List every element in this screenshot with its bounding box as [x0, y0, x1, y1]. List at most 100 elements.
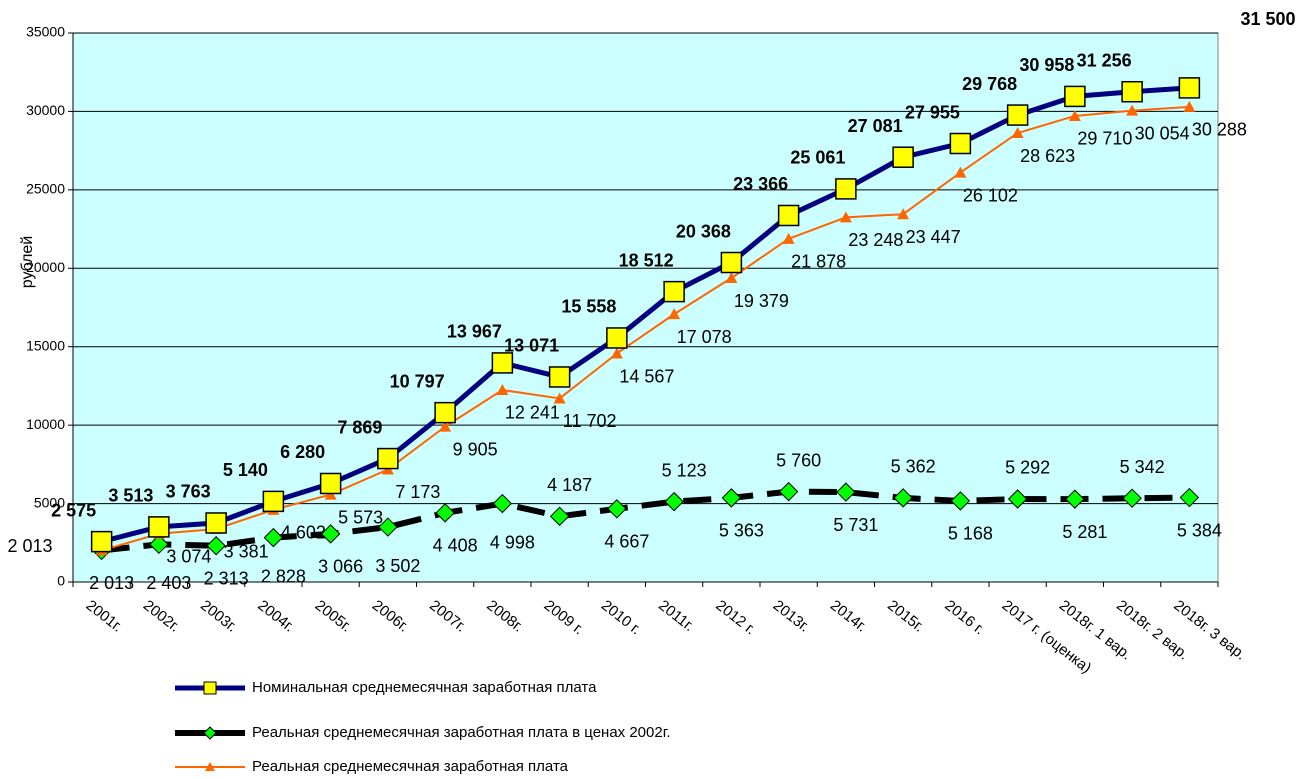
data-label: 6 280: [280, 442, 325, 462]
data-label: 3 074: [166, 547, 211, 567]
data-label: 13 071: [504, 336, 559, 356]
x-tick-label: 2013г.: [770, 597, 813, 636]
marker: [839, 211, 852, 223]
marker: [320, 524, 341, 544]
legend-label: Номинальная среднемесячная заработная пл…: [252, 679, 597, 696]
marker: [1011, 127, 1024, 139]
data-label: 2 013: [89, 573, 134, 593]
data-label: 5 168: [948, 524, 993, 544]
data-label: 29 768: [962, 74, 1017, 94]
marker: [892, 146, 914, 168]
data-label: 5 342: [1120, 457, 1165, 477]
data-label: 5 140: [223, 460, 268, 480]
y-tick-label: 10000: [26, 416, 65, 432]
x-tick-label: 2002г.: [140, 597, 183, 636]
data-label: 14 567: [619, 366, 674, 386]
data-label: 20 368: [676, 221, 731, 241]
data-label: 18 512: [619, 250, 674, 270]
data-label: 26 102: [963, 185, 1018, 205]
marker: [548, 366, 571, 388]
legend-marker: [205, 762, 215, 771]
marker: [496, 383, 509, 395]
x-tick-label: 2005г.: [312, 597, 355, 636]
data-label: 5 292: [1005, 458, 1050, 478]
marker: [606, 327, 628, 349]
legend-marker: [203, 681, 217, 695]
marker: [1007, 489, 1028, 509]
marker: [778, 481, 799, 502]
data-label: 12 241: [505, 403, 560, 423]
data-label: 5 731: [833, 515, 878, 535]
x-tick-label: 2015г.: [884, 597, 927, 636]
x-tick-label: 2009 г.: [541, 597, 587, 638]
y-axis-label: рублей: [19, 236, 36, 289]
data-label: 27 081: [848, 116, 903, 136]
marker: [950, 491, 971, 511]
x-tick-label: 2008г.: [483, 597, 526, 636]
marker: [377, 447, 399, 470]
data-label: 2 403: [146, 573, 191, 593]
data-label: 4 602: [281, 523, 326, 543]
data-label: 30 958: [1019, 55, 1074, 75]
marker: [668, 308, 681, 320]
data-label: 25 061: [790, 148, 845, 168]
legend-marker: [205, 762, 215, 771]
marker: [835, 178, 857, 200]
marker: [553, 392, 566, 404]
data-label: 2 575: [51, 500, 96, 520]
data-label: 7 869: [337, 417, 382, 437]
data-label: 3 381: [224, 542, 269, 562]
data-label: 30 288: [1192, 120, 1247, 140]
x-tick-label: 2016 г.: [941, 597, 987, 638]
data-label: 28 623: [1020, 146, 1075, 166]
marker: [1064, 85, 1086, 108]
marker: [1065, 489, 1085, 509]
data-label: 23 248: [848, 230, 903, 250]
marker: [434, 401, 456, 424]
data-label: 10 797: [390, 371, 445, 391]
marker: [663, 280, 685, 303]
data-label: 5 281: [1062, 522, 1107, 542]
x-tick-label: 2006г.: [369, 597, 412, 636]
marker: [1006, 104, 1029, 126]
y-tick-label: 35000: [26, 24, 65, 40]
data-label: 4 998: [490, 532, 535, 552]
data-label: 15 558: [561, 297, 616, 317]
marker: [610, 347, 623, 359]
data-label: 23 366: [733, 174, 788, 194]
data-label: 11 702: [563, 411, 617, 431]
marker: [720, 251, 743, 274]
legend-marker: [203, 726, 217, 740]
marker: [1178, 77, 1201, 99]
marker: [721, 488, 742, 508]
data-label: 30 054: [1135, 123, 1190, 143]
marker: [1126, 104, 1139, 116]
data-label: 4 187: [547, 475, 592, 495]
marker: [782, 232, 795, 244]
legend-label: Реальная среднемесячная заработная плата: [252, 758, 569, 774]
y-tick-label: 25000: [26, 181, 65, 197]
y-tick-label: 20000: [26, 259, 65, 275]
data-label: 5 363: [719, 521, 764, 541]
marker: [491, 352, 514, 374]
marker: [206, 536, 226, 556]
data-label: 5 573: [338, 507, 383, 527]
data-label: 3 513: [108, 486, 153, 506]
data-label: 2 828: [261, 566, 306, 586]
data-label: 4 667: [604, 532, 649, 552]
marker: [949, 132, 972, 155]
marker: [435, 503, 455, 523]
data-label: 2 313: [204, 568, 249, 588]
marker: [893, 488, 913, 508]
data-label: 29 710: [1077, 129, 1132, 149]
marker: [1068, 109, 1081, 121]
y-tick-label: 15000: [26, 337, 65, 353]
data-label: 3 763: [166, 482, 211, 502]
marker: [777, 204, 800, 227]
data-label: 5 362: [891, 457, 936, 477]
marker: [492, 493, 513, 514]
marker: [1122, 488, 1142, 508]
data-label: 4 408: [433, 536, 478, 556]
